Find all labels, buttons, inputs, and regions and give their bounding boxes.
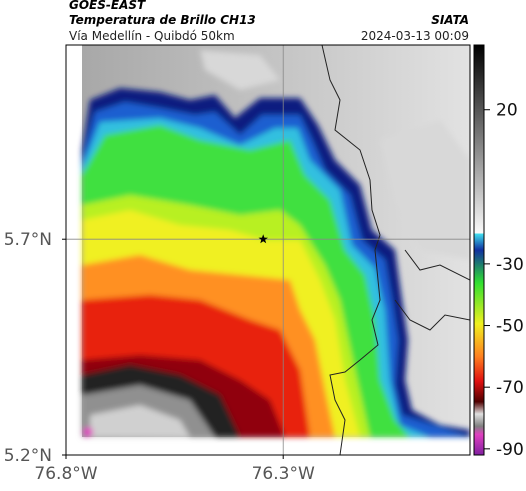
subtitle: Vía Medellín - Quibdó 50km <box>69 29 235 43</box>
colorbar-tick-label: -30 <box>496 255 524 275</box>
colorbar <box>473 44 485 456</box>
colorbar-tick-label: 20 <box>496 101 518 121</box>
y-tick-label: 5.7°N <box>4 230 52 250</box>
colorbar-tick-label: -90 <box>496 440 524 460</box>
colorbar-tick-label: -50 <box>496 317 524 337</box>
x-tick-label: 76.8°W <box>34 464 97 484</box>
source: GOES-EAST <box>69 0 146 12</box>
timestamp: 2024-03-13 00:09 <box>361 29 469 43</box>
brightness-field <box>66 45 470 455</box>
map-frame <box>65 44 471 456</box>
marker <box>258 234 268 244</box>
y-tick-label: 5.2°N <box>4 446 52 466</box>
x-tick-label: 76.3°W <box>252 464 315 484</box>
agency: SIATA <box>431 13 469 27</box>
title: Temperatura de Brillo CH13 <box>69 13 256 27</box>
borders <box>321 45 470 455</box>
colorbar-tick-label: -70 <box>496 378 524 398</box>
